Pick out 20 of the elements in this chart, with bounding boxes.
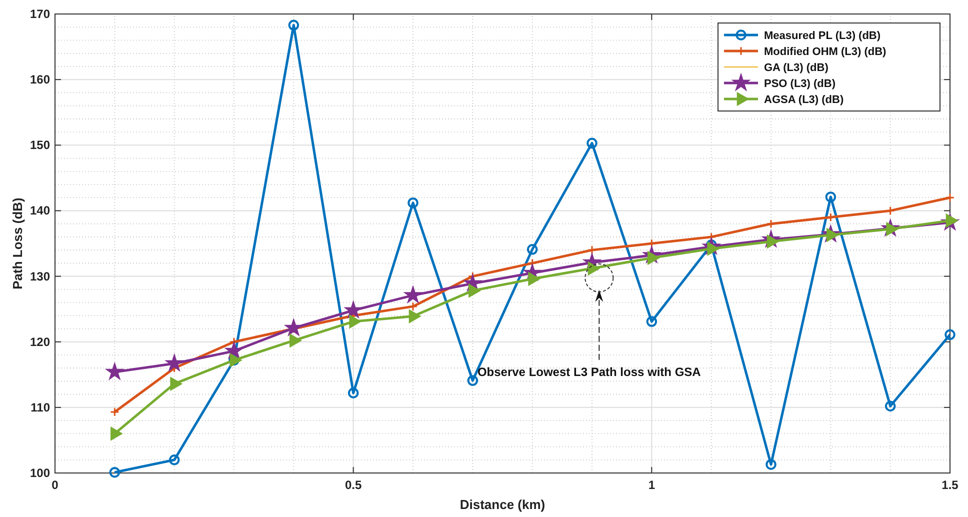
- y-tick-label: 100: [30, 466, 50, 480]
- y-tick-label: 160: [30, 72, 50, 87]
- legend-label: AGSA (L3) (dB): [764, 94, 844, 106]
- y-axis-title: Path Loss (dB): [10, 198, 25, 290]
- y-tick-label: 130: [30, 269, 50, 284]
- annotation: Observe Lowest L3 Path loss with GSA: [477, 364, 702, 379]
- x-tick-label: 0: [52, 478, 59, 492]
- y-tick-label: 170: [30, 7, 50, 21]
- y-tick-label: 110: [30, 400, 50, 414]
- legend-label: Measured PL (L3) (dB): [764, 30, 881, 42]
- x-axis-title: Distance (km): [460, 497, 546, 512]
- y-tick-label: 140: [30, 204, 50, 218]
- legend-label: PSO (L3) (dB): [764, 78, 836, 90]
- y-tick-label: 120: [30, 334, 50, 349]
- x-tick-label: 0.5: [344, 478, 362, 492]
- y-tick-label: 150: [30, 138, 50, 152]
- x-tick-label: 1.5: [942, 478, 959, 492]
- legend-label: GA (L3) (dB): [764, 62, 829, 74]
- legend-label: Modified OHM (L3) (dB): [764, 46, 887, 58]
- x-tick-label: 1: [648, 478, 656, 492]
